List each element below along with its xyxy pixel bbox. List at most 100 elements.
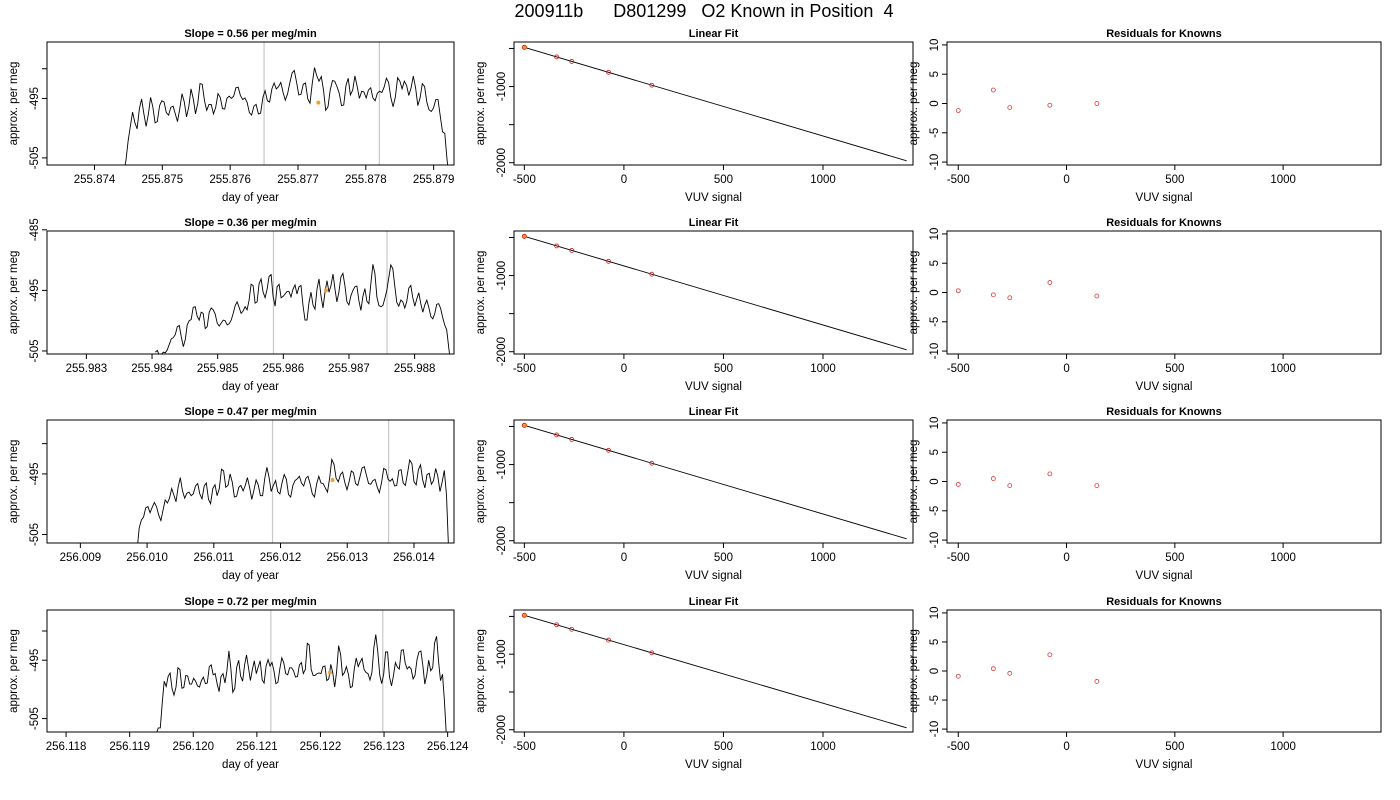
y-tick-label: -5 (929, 695, 941, 705)
x-tick-label: -500 (513, 363, 536, 375)
mean-marker-point (316, 100, 321, 105)
mean-marker-point (330, 477, 335, 482)
plot-area (955, 652, 1100, 684)
x-tick-label: 256.123 (363, 741, 405, 753)
x-tick-label: 256.014 (393, 552, 435, 564)
panel-row2-timeseries: Slope = 0.36 per meg/min 255.983 255.984 25… (8, 217, 455, 393)
y-tick-label: -10 (929, 343, 941, 360)
plot-area (521, 422, 907, 540)
x-tick-label: -500 (947, 363, 970, 375)
data-point (521, 233, 527, 239)
panel-row4-timeseries: Slope = 0.72 per meg/min 256.118 256.119 25… (8, 596, 469, 771)
data-point (606, 447, 611, 453)
y-axis-label: approx. per meg (8, 629, 20, 713)
plot-frame (513, 41, 914, 166)
y-tick-label: -10 (929, 721, 941, 738)
y-tick-label: 5 (929, 260, 941, 266)
y-axis-label: approx. per meg (475, 62, 487, 146)
plot-area (124, 42, 449, 165)
mean-marker-point (323, 288, 328, 293)
x-axis-label: day of year (222, 381, 279, 393)
data-point (521, 612, 527, 618)
y-tick-label: -1000 (496, 639, 508, 668)
data-point (569, 626, 575, 632)
fit-line (524, 235, 907, 351)
x-tick-label: 0 (1063, 741, 1069, 753)
y-tick-label: 0 (929, 668, 941, 674)
x-tick-label: 255.986 (263, 363, 305, 375)
residual-point (990, 476, 996, 481)
x-tick-label: 255.877 (277, 174, 319, 186)
x-tick-label: 256.121 (236, 741, 278, 753)
y-axis-label: approx. per meg (908, 251, 920, 335)
y-tick-label: -2000 (496, 337, 508, 366)
plot-frame (46, 230, 455, 355)
x-tick-label: 500 (1165, 741, 1184, 753)
x-axis-label: day of year (222, 192, 279, 204)
x-tick-label: -500 (947, 741, 970, 753)
x-axis-label: VUV signal (685, 570, 742, 582)
series-line (154, 263, 450, 354)
plot-frame (513, 230, 914, 355)
panel-row1-linear-fit: Linear Fit -500 0 500 1000 -1000 -2000 VUV sign… (475, 28, 914, 204)
panel-row2-residuals: Residuals for Knowns -500 0 500 1000 -10 -5 0 5 1… (908, 217, 1382, 393)
y-axis-label: approx. per meg (475, 251, 487, 335)
x-tick-label: 255.985 (197, 363, 239, 375)
y-tick-label: 10 (929, 39, 941, 52)
x-axis-label: VUV signal (1136, 192, 1193, 204)
residual-point (1047, 280, 1053, 285)
panel-title: Linear Fit (689, 217, 739, 229)
panel-title: Slope = 0.36 per meg/min (184, 217, 317, 229)
data-point (569, 248, 575, 253)
data-point (649, 650, 655, 656)
x-tick-label: 500 (1165, 363, 1184, 375)
x-axis-label: day of year (222, 570, 279, 582)
y-axis-label: approx. per meg (475, 440, 487, 524)
fit-line (524, 614, 907, 729)
y-tick-label: -1000 (496, 261, 508, 290)
y-tick-label: -495 (29, 87, 41, 110)
panel-title: Slope = 0.56 per meg/min (184, 28, 317, 40)
panel-row4-residuals: Residuals for Knowns -500 0 500 1000 -10 -5 0 5 1… (908, 596, 1382, 771)
y-tick-label: 10 (929, 228, 941, 241)
x-tick-label: 256.118 (46, 741, 87, 753)
data-point (521, 422, 527, 428)
plot-frame (513, 419, 914, 544)
series-line (156, 634, 447, 732)
x-tick-label: 500 (714, 363, 733, 375)
residual-point (1094, 101, 1100, 106)
residual-point (990, 666, 996, 672)
y-tick-label: -505 (29, 707, 41, 730)
x-tick-label: 0 (1063, 363, 1069, 375)
data-point (569, 437, 575, 442)
y-tick-label: -505 (29, 339, 41, 362)
x-tick-label: 255.988 (394, 363, 436, 375)
y-tick-label: -2000 (496, 526, 508, 555)
residual-point (990, 87, 996, 93)
x-tick-label: 0 (1063, 552, 1069, 564)
mean-marker-point (327, 670, 332, 675)
y-tick-label: -485 (29, 218, 41, 241)
panel-title: Linear Fit (689, 28, 739, 40)
residual-point (955, 108, 961, 113)
x-tick-label: 256.012 (260, 552, 302, 564)
plot-frame (946, 41, 1382, 166)
x-tick-label: 500 (714, 174, 733, 186)
y-tick-label: -5 (929, 128, 941, 138)
x-tick-label: 255.878 (345, 174, 387, 186)
residual-point (1007, 670, 1013, 676)
data-point (606, 258, 611, 264)
y-tick-label: -10 (929, 154, 941, 171)
x-tick-label: 500 (1165, 174, 1184, 186)
x-axis-label: VUV signal (1136, 570, 1193, 582)
y-tick-label: 5 (929, 639, 941, 645)
panel-row3-residuals: Residuals for Knowns -500 0 500 1000 -10 -5 0 5 1… (908, 406, 1382, 582)
data-point (554, 622, 560, 628)
plot-frame (46, 41, 455, 166)
x-tick-label: 256.010 (126, 552, 168, 564)
y-axis-label: approx. per meg (8, 440, 20, 524)
x-tick-label: -500 (513, 174, 536, 186)
data-point (554, 54, 560, 60)
y-tick-label: -505 (29, 146, 41, 169)
